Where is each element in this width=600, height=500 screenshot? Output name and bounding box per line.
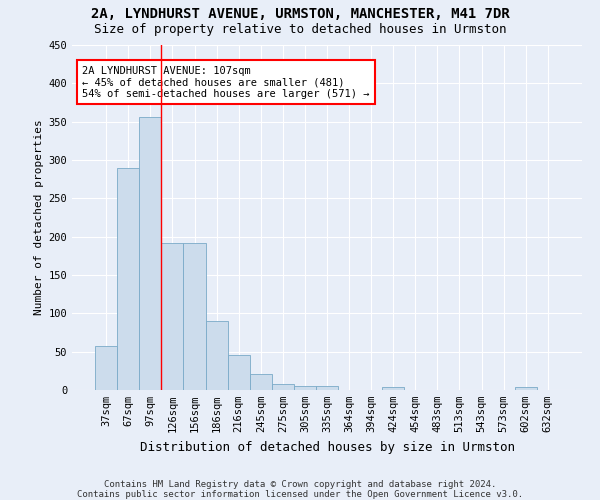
Text: Contains public sector information licensed under the Open Government Licence v3: Contains public sector information licen… xyxy=(77,490,523,499)
Text: 2A LYNDHURST AVENUE: 107sqm
← 45% of detached houses are smaller (481)
54% of se: 2A LYNDHURST AVENUE: 107sqm ← 45% of det… xyxy=(82,66,370,99)
Bar xyxy=(382,387,404,390)
Bar xyxy=(117,168,139,390)
Bar xyxy=(184,243,206,390)
Bar xyxy=(316,386,338,390)
Y-axis label: Number of detached properties: Number of detached properties xyxy=(34,120,44,316)
Bar xyxy=(272,384,294,390)
Bar xyxy=(139,117,161,390)
Bar xyxy=(206,321,227,390)
Text: Contains HM Land Registry data © Crown copyright and database right 2024.: Contains HM Land Registry data © Crown c… xyxy=(104,480,496,489)
X-axis label: Distribution of detached houses by size in Urmston: Distribution of detached houses by size … xyxy=(139,440,515,454)
Bar xyxy=(95,346,117,390)
Bar xyxy=(515,387,537,390)
Bar xyxy=(250,374,272,390)
Bar xyxy=(227,354,250,390)
Bar xyxy=(161,243,184,390)
Text: Size of property relative to detached houses in Urmston: Size of property relative to detached ho… xyxy=(94,22,506,36)
Bar xyxy=(294,386,316,390)
Text: 2A, LYNDHURST AVENUE, URMSTON, MANCHESTER, M41 7DR: 2A, LYNDHURST AVENUE, URMSTON, MANCHESTE… xyxy=(91,8,509,22)
